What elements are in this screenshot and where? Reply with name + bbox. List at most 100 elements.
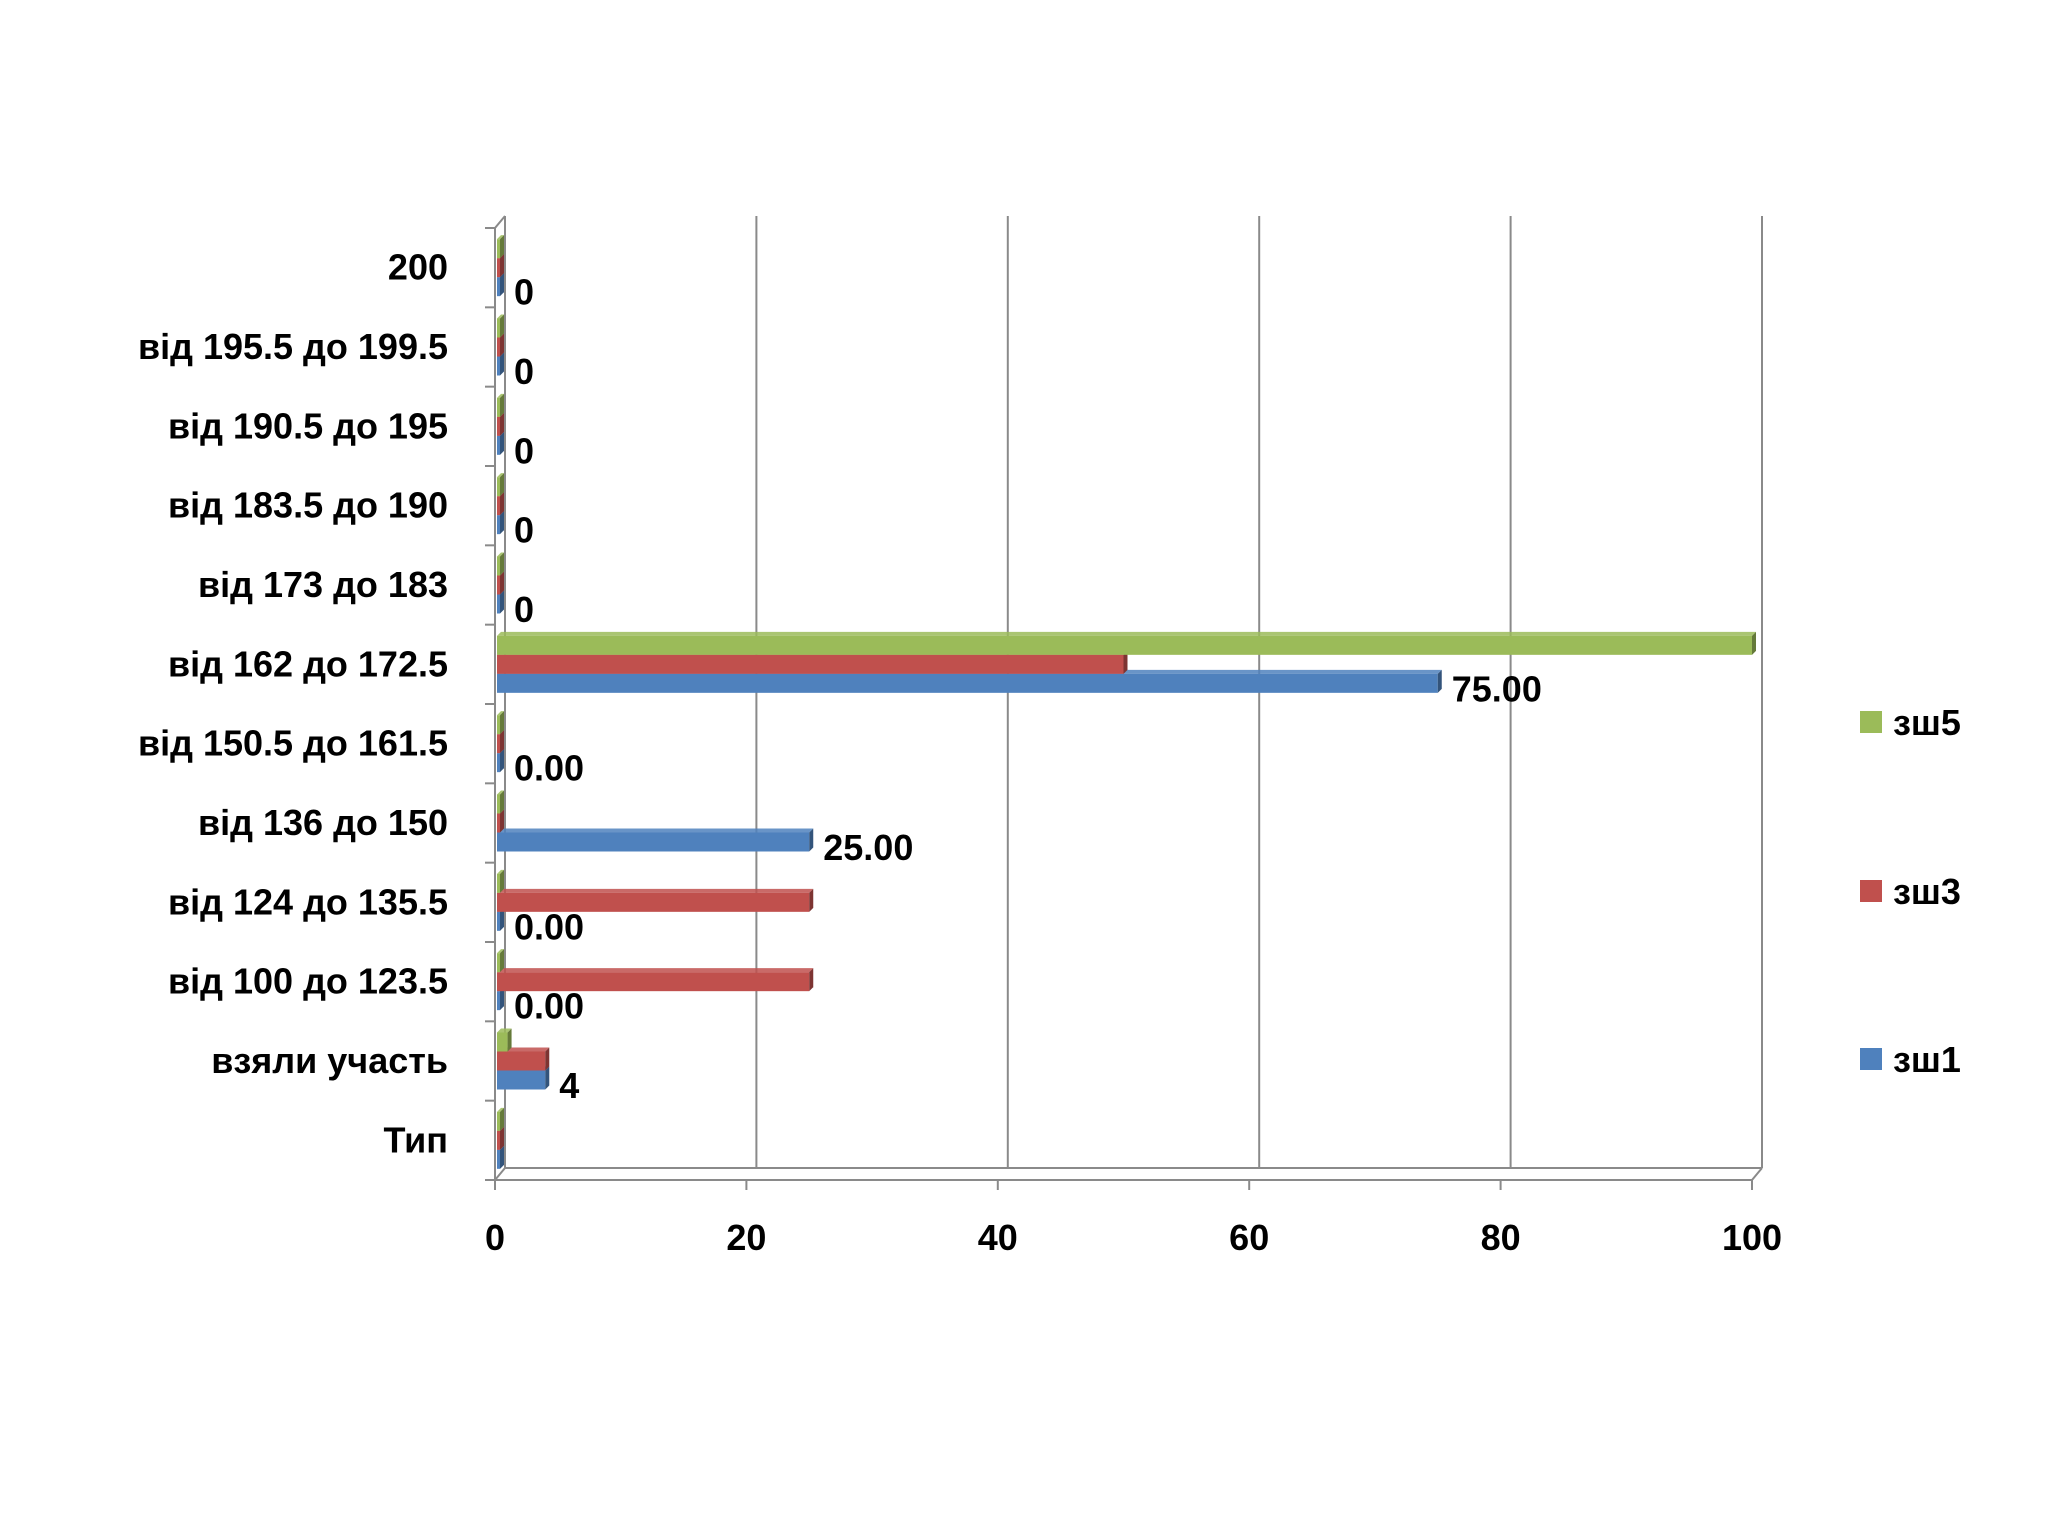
legend-label: зш3 — [1893, 871, 1961, 912]
bar-зш3-2 — [497, 968, 814, 992]
bar-front-face — [497, 1070, 546, 1090]
x-axis-floor — [495, 1167, 1763, 1181]
bar-front-face — [497, 1149, 500, 1169]
bar-зш5-7 — [497, 552, 504, 576]
category-label: від 190.5 до 195 — [168, 405, 448, 446]
bar-зш5-6 — [497, 631, 1756, 655]
bar-top-face — [497, 949, 504, 954]
bar-top-face — [497, 1107, 504, 1112]
bar-side-face — [500, 730, 504, 754]
category-label: взяли участь — [211, 1040, 448, 1081]
bar-front-face — [497, 953, 500, 973]
axes — [485, 215, 1763, 1190]
bar-side-face — [809, 968, 814, 992]
bar-side-face — [500, 552, 504, 576]
data-label: 25.00 — [823, 827, 913, 868]
category-label: від 183.5 до 190 — [168, 485, 448, 526]
bar-side-face — [500, 273, 504, 297]
bar-front-face — [497, 715, 500, 735]
bar-side-face — [500, 907, 504, 931]
bar-зш5-0 — [497, 1107, 504, 1131]
legend-label: зш5 — [1893, 702, 1961, 743]
bar-top-face — [497, 235, 504, 240]
legend: зш5 зш3 зш1 — [1860, 702, 1961, 1080]
legend-item-зш3: зш3 — [1860, 871, 1961, 912]
category-labels: Тип взяли участь від 100 до 123.5 від 124 д… — [138, 247, 448, 1161]
bar-front-face — [497, 892, 810, 912]
bar-top-face — [497, 790, 504, 795]
category-label: від 195.5 до 199.5 — [138, 326, 448, 367]
bar-front-face — [497, 397, 500, 417]
bar-front-face — [497, 239, 500, 259]
bar-front-face — [497, 673, 1438, 693]
bar-front-face — [497, 356, 500, 376]
bar-side-face — [500, 987, 504, 1011]
bar-side-face — [500, 749, 504, 773]
bar-side-face — [1123, 650, 1128, 674]
bar-front-face — [497, 318, 500, 338]
bar-side-face — [500, 333, 504, 357]
bar-side-face — [500, 352, 504, 376]
legend-label: зш1 — [1893, 1039, 1961, 1080]
category-label: 200 — [388, 247, 448, 288]
bar-front-face — [497, 515, 500, 535]
legend-swatch — [1860, 711, 1882, 733]
bar-front-face — [497, 496, 500, 516]
bar-front-face — [497, 654, 1124, 674]
bar-side-face — [1437, 669, 1442, 693]
bar-front-face — [497, 832, 810, 852]
bar-side-face — [500, 492, 504, 516]
bar-side-face — [545, 1066, 550, 1090]
bar-front-face — [497, 1051, 546, 1071]
data-label: 0.00 — [514, 748, 584, 789]
bar-зш1-4 — [497, 828, 814, 852]
bar-front-face — [497, 794, 500, 814]
bar-side-face — [500, 1126, 504, 1150]
bar-side-face — [500, 790, 504, 814]
bar-зш5-2 — [497, 949, 504, 973]
bar-top-face — [497, 968, 814, 973]
data-label: 0 — [514, 589, 534, 630]
bar-зш5-1 — [497, 1028, 512, 1052]
data-label: 0 — [514, 272, 534, 313]
bar-front-face — [497, 753, 500, 773]
x-tick-label: 100 — [1722, 1217, 1782, 1258]
bar-side-face — [500, 949, 504, 973]
bar-front-face — [497, 991, 500, 1011]
bar-top-face — [497, 888, 814, 893]
bar-side-face — [500, 869, 504, 893]
bar-top-face — [497, 552, 504, 557]
category-label: від 100 до 123.5 — [168, 961, 448, 1002]
data-label: 75.00 — [1452, 668, 1542, 709]
bar-side-face — [500, 1107, 504, 1131]
bar-side-face — [500, 590, 504, 614]
bar-top-face — [497, 1028, 512, 1033]
bar-top-face — [497, 828, 814, 833]
bar-side-face — [545, 1047, 550, 1071]
legend-swatch — [1860, 880, 1882, 902]
data-label: 0 — [514, 430, 534, 471]
bar-side-face — [809, 888, 814, 912]
category-label: від 162 до 172.5 — [168, 643, 448, 684]
legend-swatch — [1860, 1048, 1882, 1070]
data-label: 0.00 — [514, 906, 584, 947]
bar-side-face — [500, 254, 504, 278]
category-label: від 124 до 135.5 — [168, 881, 448, 922]
bar-top-face — [497, 869, 504, 874]
bars — [497, 235, 1756, 1169]
bar-front-face — [497, 477, 500, 497]
bar-front-face — [497, 435, 500, 455]
category-label: від 150.5 до 161.5 — [138, 723, 448, 764]
bar-top-face — [497, 631, 1756, 636]
bar-top-face — [497, 711, 504, 716]
bar-front-face — [497, 734, 500, 754]
bar-side-face — [809, 828, 814, 852]
bar-front-face — [497, 594, 500, 614]
bar-зш5-3 — [497, 869, 504, 893]
bar-front-face — [497, 277, 500, 297]
data-label: 4 — [559, 1065, 579, 1106]
bar-зш5-4 — [497, 790, 504, 814]
bar-зш5-9 — [497, 393, 504, 417]
bar-side-face — [500, 809, 504, 833]
